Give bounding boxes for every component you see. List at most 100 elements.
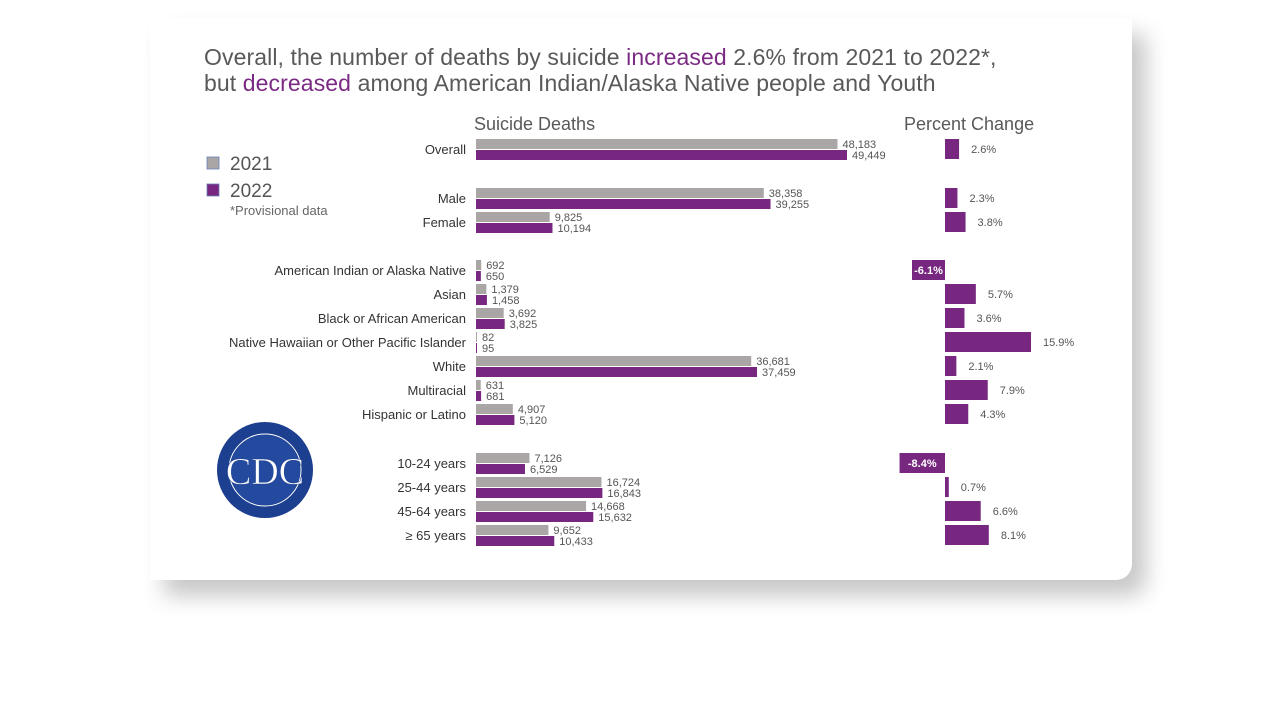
bar-2021 [476,356,752,366]
value-label-2022: 1,458 [492,295,520,307]
value-label-2022: 6,529 [530,464,558,476]
value-label-2021: 9,825 [555,212,583,224]
bar-2022 [476,512,594,522]
bar-2022 [476,343,477,353]
provisional-note: *Provisional data [230,203,328,218]
bar-2021 [476,453,530,463]
category-label: Overall [425,142,466,157]
category-label: 10-24 years [397,456,466,471]
percent-label: 3.6% [976,313,1001,325]
bar-2021 [476,332,477,342]
percent-bar [945,212,966,232]
value-label-2021: 9,652 [553,525,581,537]
bar-2022 [476,295,487,305]
percent-label: 5.7% [988,289,1013,301]
value-label-2022: 681 [486,391,504,403]
bar-2022 [476,464,525,474]
chart-title: Overall, the number of deaths by suicide… [204,44,997,96]
bar-2021 [476,404,513,414]
bar-2022 [476,536,555,546]
bar-2021 [476,260,482,270]
category-label: Male [438,191,466,206]
category-label: ≥ 65 years [405,528,466,543]
value-label-2022: 16,843 [607,488,641,500]
percent-bar [945,284,976,304]
panel-title-deaths: Suicide Deaths [474,114,595,134]
value-label-2022: 3,825 [510,319,538,331]
percent-label: 4.3% [980,409,1005,421]
bar-2021 [476,188,764,198]
bar-2021 [476,284,487,294]
svg-text:CDC: CDC [226,451,304,493]
category-label: 25-44 years [397,480,466,495]
percent-bar [945,404,969,424]
legend-swatch-2021 [206,156,220,170]
value-label-2021: 1,379 [491,284,519,296]
percent-bar [945,308,965,328]
value-label-2021: 4,907 [518,404,546,416]
value-label-2021: 82 [482,332,494,344]
value-label-2021: 48,183 [843,139,877,151]
category-label: Asian [433,287,466,302]
percent-label: 2.1% [968,361,993,373]
value-label-2022: 650 [486,271,504,283]
bar-2021 [476,525,549,535]
percent-label: 3.8% [978,217,1003,229]
value-label-2021: 692 [486,260,504,272]
bar-2021 [476,380,481,390]
bar-2021 [476,139,838,149]
percent-bar [945,188,958,208]
value-label-2022: 15,632 [598,512,632,524]
percent-label: 2.3% [969,193,994,205]
bar-2022 [476,391,482,401]
bar-2022 [476,271,481,281]
title-text: but [204,70,243,96]
value-label-2022: 95 [482,343,494,355]
percent-label: 6.6% [993,506,1018,518]
title-highlight-decreased: decreased [242,70,352,96]
value-label-2021: 38,358 [769,188,803,200]
percent-label: -8.4% [908,458,937,470]
bar-2022 [476,223,553,233]
legend-label-2022: 2022 [230,181,272,202]
bar-2021 [476,477,602,487]
percent-bar [945,380,988,400]
value-label-2021: 631 [486,380,504,392]
bar-2022 [476,150,847,160]
category-label: White [433,359,466,374]
category-label: Female [423,215,466,230]
percent-bar [945,525,989,545]
category-label: Hispanic or Latino [362,407,466,422]
percent-label: -6.1% [914,265,943,277]
category-label: American Indian or Alaska Native [275,263,466,278]
value-label-2021: 14,668 [591,501,625,513]
category-label: Native Hawaiian or Other Pacific Islande… [229,335,467,350]
percent-bar [945,477,949,497]
bar-2021 [476,308,504,318]
value-label-2022: 39,255 [776,199,810,211]
value-label-2021: 16,724 [606,477,640,489]
percent-label: 7.9% [1000,385,1025,397]
title-text: among American Indian/Alaska Native peop… [351,70,936,96]
percent-label: 8.1% [1001,530,1026,542]
value-label-2021: 7,126 [534,453,562,465]
value-label-2021: 3,692 [509,308,537,320]
bar-2021 [476,501,587,511]
percent-bar [945,332,1032,352]
legend-label-2021: 2021 [230,154,272,175]
percent-bar [945,356,957,376]
title-text: 2.6% from 2021 to 2022*, [726,44,997,70]
bar-2022 [476,488,603,498]
value-label-2022: 5,120 [519,415,547,427]
title-text: Overall, the number of deaths by suicide [204,44,627,70]
value-label-2022: 49,449 [852,150,886,162]
percent-label: 2.6% [971,144,996,156]
category-label: 45-64 years [397,504,466,519]
percent-label: 15.9% [1043,337,1074,349]
panel-title-percent: Percent Change [904,114,1034,134]
title-highlight-increased: increased [626,44,727,70]
percent-bar [945,501,981,521]
value-label-2022: 10,433 [559,536,593,548]
value-label-2022: 37,459 [762,367,796,379]
